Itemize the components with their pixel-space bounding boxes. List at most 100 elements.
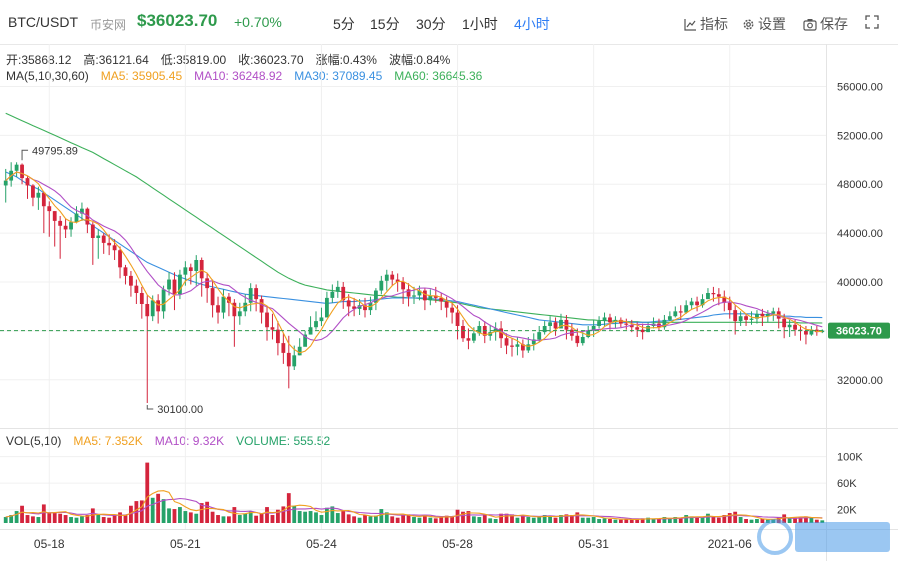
indicators-button[interactable]: 指标 xyxy=(684,14,728,34)
volume-bar xyxy=(624,519,629,523)
candle-body xyxy=(139,293,144,304)
volume-bar xyxy=(145,462,150,523)
volume-bar xyxy=(727,513,732,523)
candle xyxy=(363,297,367,318)
volume-axis: 100K 60K 20K xyxy=(837,452,863,517)
candle-body xyxy=(286,352,291,367)
settings-button[interactable]: 设置 xyxy=(742,14,786,34)
volume-bar xyxy=(352,516,357,523)
candle-body xyxy=(466,338,471,341)
candle xyxy=(324,291,329,318)
volume-bar xyxy=(433,518,438,523)
volume-bar xyxy=(292,505,297,523)
timeframe-4h[interactable]: 4小时 xyxy=(514,16,550,32)
candle-body xyxy=(96,235,101,238)
candle xyxy=(80,202,84,221)
candle-body xyxy=(629,324,634,328)
volume-bar xyxy=(412,517,416,523)
settings-label: 设置 xyxy=(758,16,786,32)
candle-body xyxy=(390,274,395,280)
candle xyxy=(640,323,645,340)
vol-label[interactable]: VOL(5,10) xyxy=(6,434,62,448)
volume-bar xyxy=(755,519,759,523)
candle-body xyxy=(695,301,699,306)
candle-body xyxy=(444,301,449,308)
symbol-label[interactable]: BTC/USDT xyxy=(8,14,78,30)
timeframe-30m[interactable]: 30分 xyxy=(416,16,446,32)
timeframe-15m[interactable]: 15分 xyxy=(370,16,400,32)
ma-label[interactable]: MA(5,10,30,60) xyxy=(6,69,89,83)
candle-body xyxy=(624,323,629,325)
ma60-value: MA60: 36645.36 xyxy=(394,69,483,83)
volume-bar xyxy=(798,517,803,523)
volume-bar xyxy=(216,515,220,523)
volume-bar xyxy=(237,515,242,523)
volume-bar xyxy=(684,515,689,523)
annotation-label: 49795.89 xyxy=(32,145,78,157)
volume-bar xyxy=(602,518,607,523)
fullscreen-button[interactable] xyxy=(865,14,882,30)
volume-bar xyxy=(167,508,171,523)
volume-bar xyxy=(3,517,8,523)
volume-bar xyxy=(188,512,193,523)
volume-bar xyxy=(281,506,286,523)
candle-body xyxy=(461,326,465,339)
indicators-label: 指标 xyxy=(700,16,728,32)
volume-bar xyxy=(384,512,389,523)
candle-body xyxy=(74,213,79,223)
candle xyxy=(733,305,738,335)
candle xyxy=(129,271,133,297)
candle-body xyxy=(384,274,389,281)
candle xyxy=(341,282,346,309)
candle-body xyxy=(510,345,514,347)
volume-bar xyxy=(526,517,531,523)
candle xyxy=(662,315,667,330)
volume-bar xyxy=(520,515,525,523)
volume-bar xyxy=(205,501,210,523)
candle xyxy=(237,302,242,325)
timeframe-5m[interactable]: 5分 xyxy=(333,16,355,32)
candle xyxy=(515,337,520,356)
candle xyxy=(422,288,427,311)
volume-bar xyxy=(814,519,819,523)
candle-body xyxy=(428,295,433,301)
candle-body xyxy=(303,334,308,347)
volume-bar xyxy=(787,518,792,523)
candle xyxy=(25,175,30,199)
volume-bar xyxy=(248,511,253,523)
volume-bar xyxy=(510,514,514,523)
candle xyxy=(123,264,128,285)
volume-bar xyxy=(564,514,569,523)
volume-bar xyxy=(368,516,373,523)
volume-bar xyxy=(537,516,542,523)
volume-bar xyxy=(286,493,291,523)
candle xyxy=(134,279,139,304)
volume-bar xyxy=(422,515,427,523)
candle xyxy=(673,306,678,318)
volume-bar xyxy=(406,514,411,523)
volume-bar xyxy=(150,497,155,523)
timeframe-1h[interactable]: 1小时 xyxy=(462,16,498,32)
candle-body xyxy=(439,297,444,302)
candle-body xyxy=(559,319,563,329)
candle xyxy=(259,295,264,324)
volume-bar xyxy=(194,513,199,523)
candle xyxy=(221,289,226,319)
candle xyxy=(455,305,460,340)
volume-ma10-line xyxy=(5,497,823,520)
volume-bar xyxy=(107,517,112,523)
candle-body xyxy=(335,286,340,292)
price-tick-label: 32000.00 xyxy=(837,375,883,387)
save-button[interactable]: 保存 xyxy=(803,14,848,34)
price-change: +0.70% xyxy=(234,14,282,30)
volume-bar xyxy=(613,519,618,523)
candle-body xyxy=(265,312,269,328)
volume-bar xyxy=(379,509,384,523)
volume-bars xyxy=(3,462,825,523)
volume-bar xyxy=(493,519,498,523)
low-value: 低:35819.00 xyxy=(160,53,227,67)
candle-body xyxy=(804,330,808,335)
candle xyxy=(695,296,699,312)
candle-body xyxy=(809,329,814,335)
